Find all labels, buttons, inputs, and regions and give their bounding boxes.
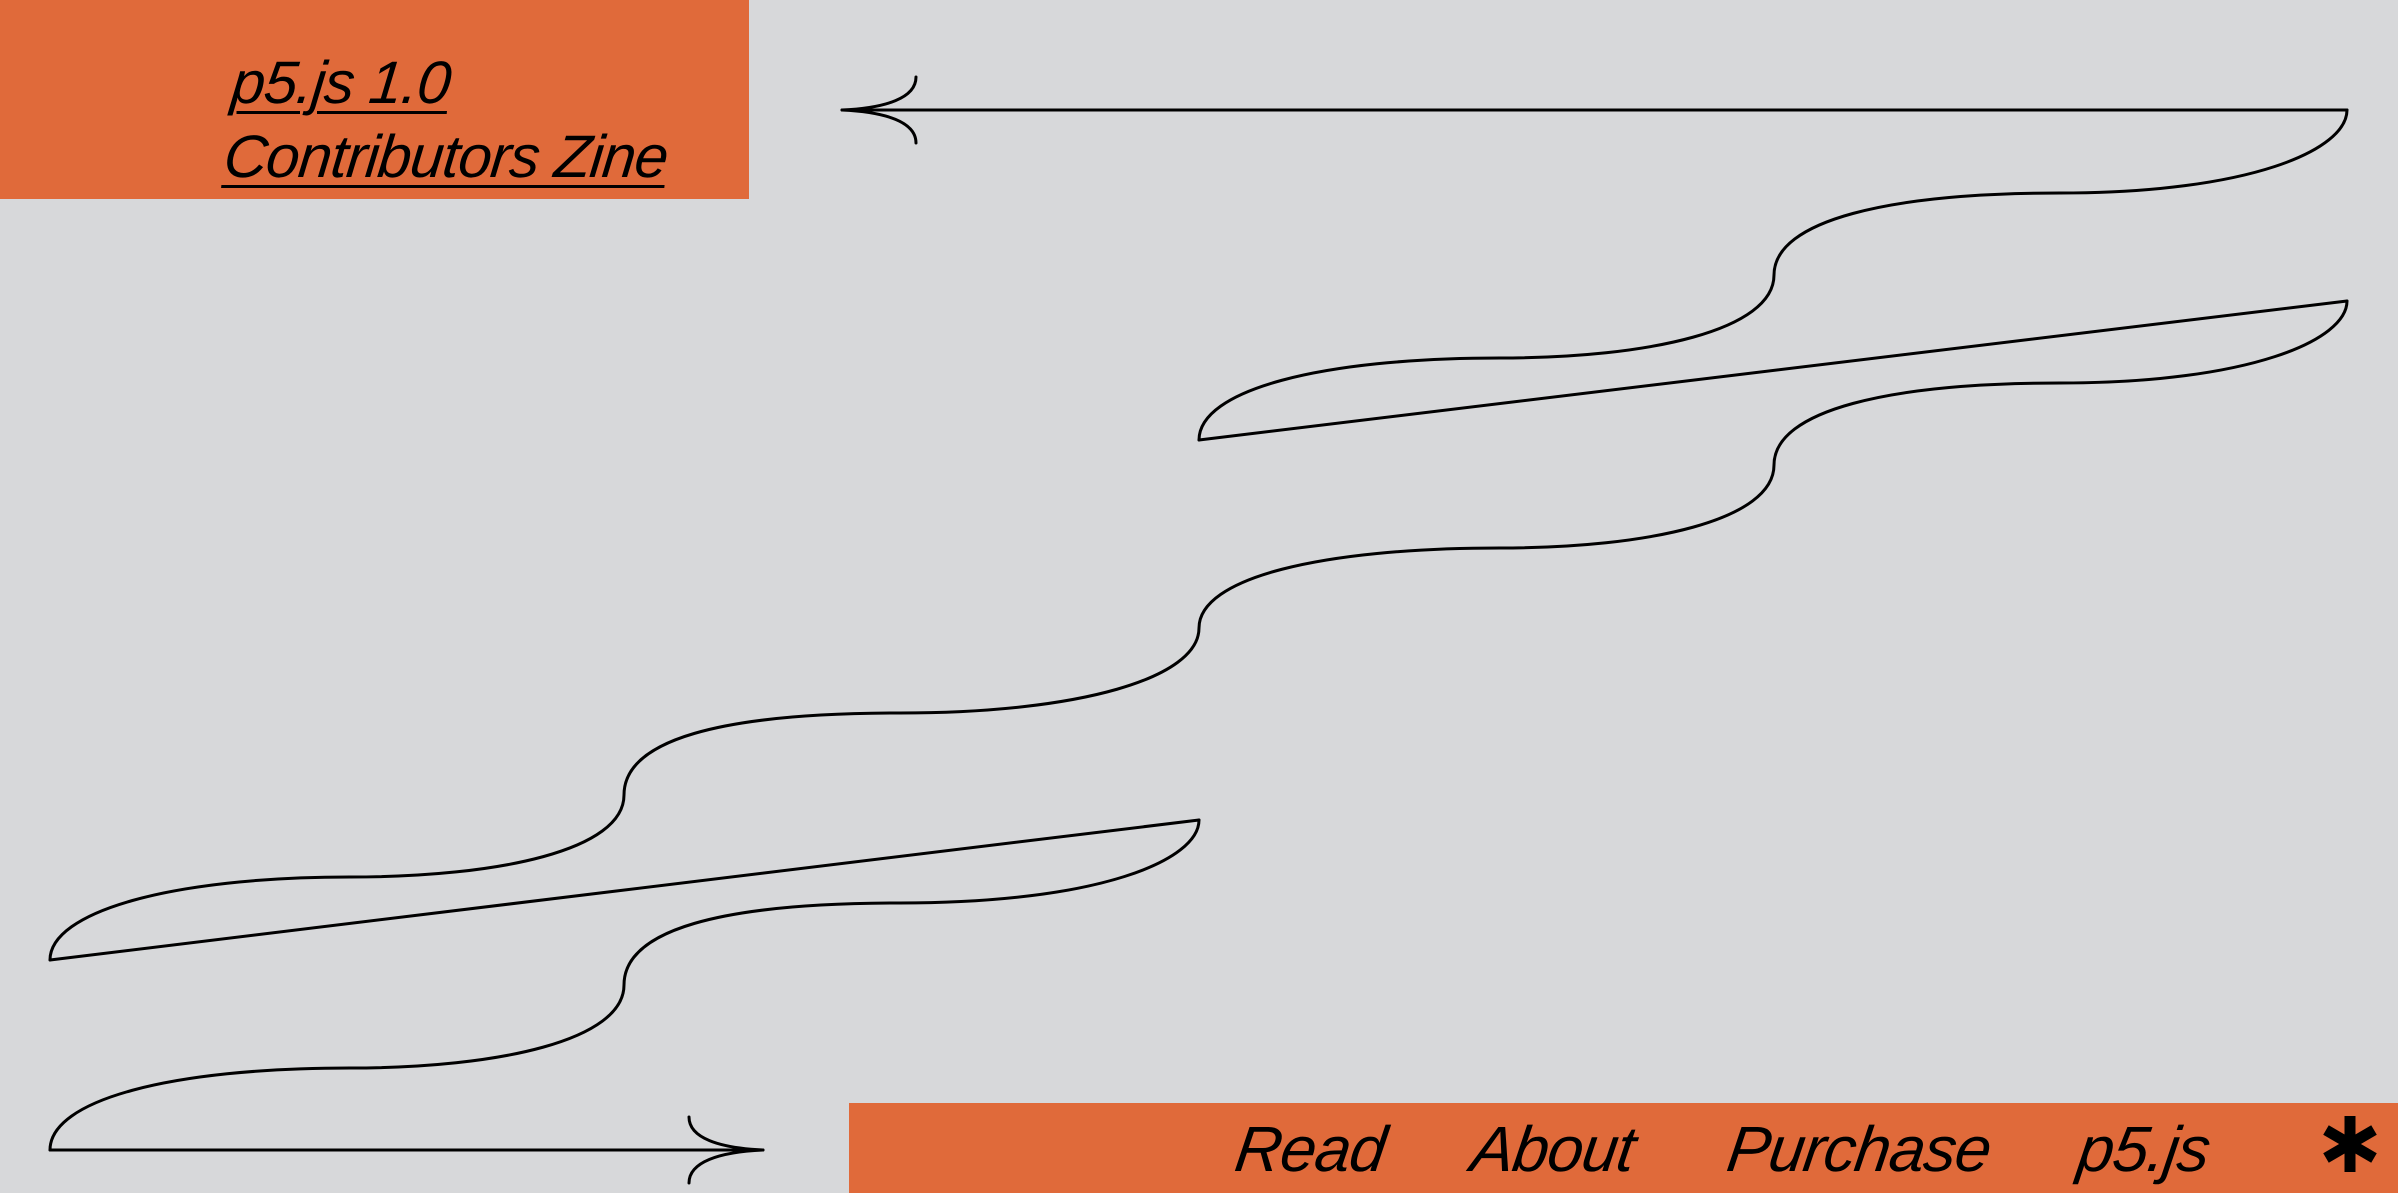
nav-purchase-link[interactable]: Purchase (1722, 1113, 1996, 1185)
asterisk-icon[interactable] (2318, 1112, 2382, 1176)
nav-about-link[interactable]: About (1466, 1113, 1640, 1185)
title-line-2: Contributors Zine (220, 123, 672, 190)
bottom-navigation-bar: Read About Purchase p5.js (849, 1103, 2398, 1193)
nav-p5js-link[interactable]: p5.js (2073, 1113, 2215, 1185)
right-arrowhead (687, 1115, 765, 1185)
diagonal-line-lower (48, 818, 1201, 962)
nav-read-link[interactable]: Read (1230, 1113, 1391, 1185)
title-block: p5.js 1.0 Contributors Zine (0, 0, 749, 199)
home-title-link[interactable]: p5.js 1.0 Contributors Zine (220, 46, 679, 194)
wave-segment-2 (48, 299, 2349, 962)
diagonal-line-upper (1197, 299, 2349, 442)
wave-segment-3 (48, 818, 1201, 1152)
left-arrowhead (840, 75, 918, 145)
title-line-1: p5.js 1.0 (228, 49, 454, 116)
wave-segment-1 (1197, 108, 2349, 442)
